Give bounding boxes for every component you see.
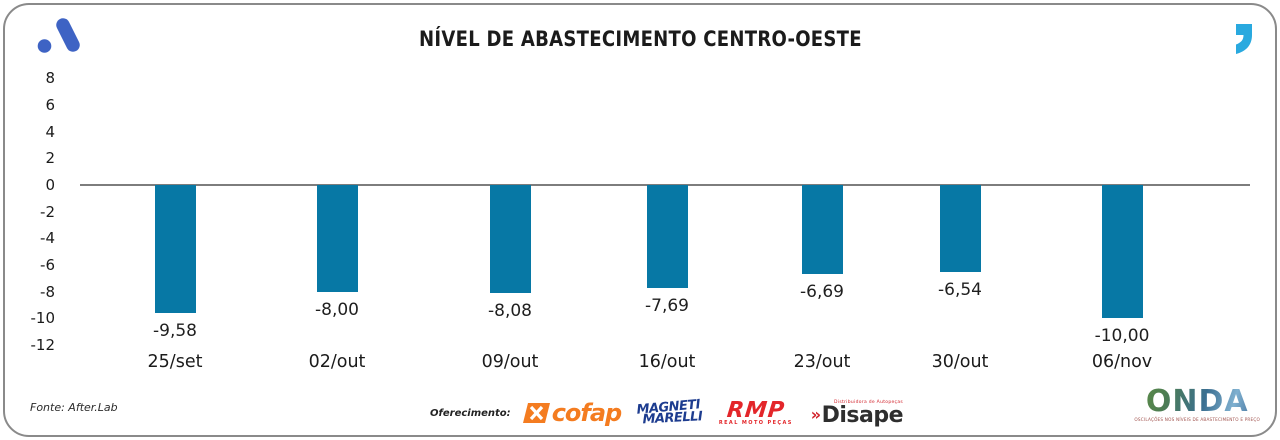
disape-name: Disape <box>821 403 904 428</box>
bar <box>801 185 843 275</box>
y-tick-label: -6 <box>40 255 55 274</box>
x-tick-label: 16/out <box>638 352 696 372</box>
disape-wordmark: »Disape <box>810 403 904 428</box>
cofap-icon <box>522 403 550 423</box>
bar-value-label: -8,08 <box>488 300 532 321</box>
x-tick-label: 25/set <box>147 352 203 372</box>
x-tick-label: 02/out <box>308 352 366 372</box>
x-tick-label: 06/nov <box>1091 352 1153 372</box>
page-title: NÍVEL DE ABASTECIMENTO CENTRO-OESTE <box>0 27 1280 51</box>
oferecimento-label: Oferecimento: <box>430 407 511 419</box>
afterlab-logo-icon <box>37 18 80 53</box>
magneti-line2: MARELLI <box>642 409 703 428</box>
bar-value-label: -8,00 <box>315 299 359 320</box>
bar <box>939 185 981 273</box>
magneti-marelli-logo: MAGNETI MARELLI <box>636 397 703 428</box>
y-tick-label: -8 <box>40 282 55 301</box>
y-tick-label: -4 <box>40 229 55 248</box>
onda-tagline: OSCILAÇÕES NOS NÍVEIS DE ABASTECIMENTO E… <box>1134 417 1260 422</box>
bar <box>1101 185 1143 319</box>
disape-tagline: Distribuidora de Autopeças <box>834 400 904 405</box>
y-tick-label: 2 <box>45 149 55 168</box>
source-text: Fonte: After.Lab <box>30 401 118 414</box>
bar <box>489 185 531 293</box>
bar <box>316 185 358 292</box>
bar-value-label: -9,58 <box>153 320 197 341</box>
sponsors-row: Oferecimento: cofap MAGNETI MARELLI RMP … <box>430 392 904 434</box>
y-tick-label: 0 <box>45 176 55 194</box>
quote-icon <box>1236 24 1252 54</box>
cofap-logo: cofap <box>522 399 623 427</box>
bar-value-label: -7,69 <box>645 295 689 316</box>
y-tick-label: 4 <box>45 122 55 141</box>
disape-logo: Distribuidora de Autopeças »Disape <box>810 400 904 428</box>
onda-logo: ONDA OSCILAÇÕES NOS NÍVEIS DE ABASTECIME… <box>1134 387 1260 423</box>
y-tick-label: -12 <box>30 335 56 354</box>
page-title-text: NÍVEL DE ABASTECIMENTO CENTRO-OESTE <box>418 27 862 51</box>
y-tick-label: -10 <box>30 309 56 328</box>
x-tick-label: 30/out <box>931 352 989 372</box>
onda-wordmark: ONDA <box>1134 387 1260 417</box>
y-tick-label: 8 <box>45 69 55 88</box>
cofap-wordmark: cofap <box>551 399 623 427</box>
y-tick-label: -2 <box>40 202 55 221</box>
bar <box>154 185 196 313</box>
y-tick-label: 6 <box>45 96 55 114</box>
rmp-subtitle: REAL MOTO PEÇAS <box>718 419 793 426</box>
disape-chevrons-icon: » <box>810 405 821 424</box>
rmp-logo: RMP REAL MOTO PEÇAS <box>718 397 793 426</box>
chart-card <box>3 3 1277 437</box>
rmp-wordmark: RMP <box>725 397 787 423</box>
bar <box>646 185 688 288</box>
x-tick-label: 09/out <box>481 352 539 372</box>
bar-value-label: -6,69 <box>800 282 844 303</box>
bar-value-label: -6,54 <box>938 280 982 301</box>
bar-value-label: -10,00 <box>1094 326 1150 347</box>
x-tick-label: 23/out <box>793 352 851 372</box>
